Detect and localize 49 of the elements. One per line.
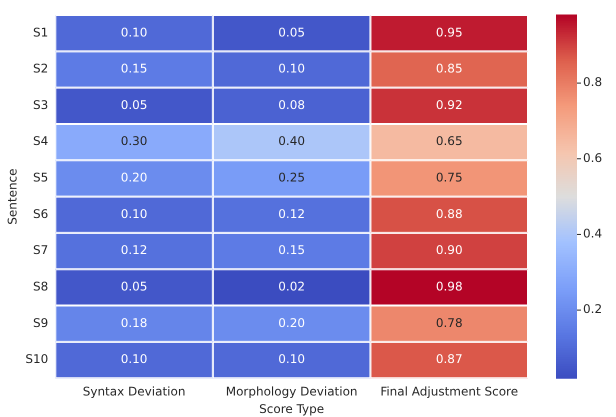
data-label: 0.65	[436, 134, 463, 148]
data-label: 0.20	[278, 316, 306, 330]
color-bar-label: 0.2	[583, 302, 602, 316]
data-label: 0.85	[436, 62, 463, 76]
data-label: 0.10	[120, 25, 148, 40]
data-label: 0.05	[278, 25, 306, 40]
data-label: 0.10	[278, 352, 306, 366]
y-tick-label: S9	[33, 316, 48, 330]
data-label: 0.92	[436, 98, 463, 112]
data-label: 0.12	[278, 206, 306, 221]
data-label: 0.10	[278, 62, 306, 76]
data-label: 0.02	[278, 280, 306, 294]
data-label: 0.10	[120, 352, 148, 366]
data-label: 0.98	[436, 280, 463, 294]
color-bar-label: 0.6	[583, 150, 602, 165]
data-label: 0.10	[120, 206, 148, 221]
x-tick-label: Final Adjustment Score	[380, 384, 518, 399]
data-label: 0.15	[120, 62, 148, 76]
y-tick-label: S2	[33, 62, 48, 76]
data-label: 0.08	[278, 98, 306, 112]
y-tick-label: S5	[33, 170, 48, 185]
y-tick-label: S3	[33, 98, 48, 112]
x-tick-label: Morphology Deviation	[226, 384, 358, 399]
y-tick-label: S7	[33, 243, 48, 258]
color-bar-label: 0.8	[583, 75, 602, 90]
data-label: 0.25	[278, 170, 306, 185]
data-label: 0.15	[278, 243, 306, 258]
x-tick-label: Syntax Deviation	[82, 384, 186, 399]
y-tick-label: S1	[33, 25, 48, 40]
data-label: 0.87	[436, 352, 463, 366]
y-tick-label: S8	[33, 280, 48, 294]
data-label: 0.40	[278, 134, 306, 148]
y-tick-label: S10	[25, 352, 48, 366]
data-label: 0.75	[436, 170, 463, 185]
data-label: 0.78	[436, 316, 463, 330]
data-label: 0.12	[120, 243, 148, 258]
data-label: 0.20	[120, 170, 148, 185]
x-axis-title: Score Type	[259, 402, 324, 416]
data-label: 0.05	[120, 280, 148, 294]
data-label: 0.05	[120, 98, 148, 112]
y-tick-label: S6	[33, 206, 48, 221]
color-bar-label: 0.4	[583, 226, 602, 241]
data-label: 0.18	[120, 316, 148, 330]
data-label: 0.90	[436, 243, 463, 258]
data-label: 0.30	[120, 134, 148, 148]
data-label: 0.95	[436, 25, 463, 40]
data-label: 0.88	[436, 206, 463, 221]
y-axis-title: Sentence	[5, 168, 20, 225]
y-tick-label: S4	[33, 134, 48, 148]
